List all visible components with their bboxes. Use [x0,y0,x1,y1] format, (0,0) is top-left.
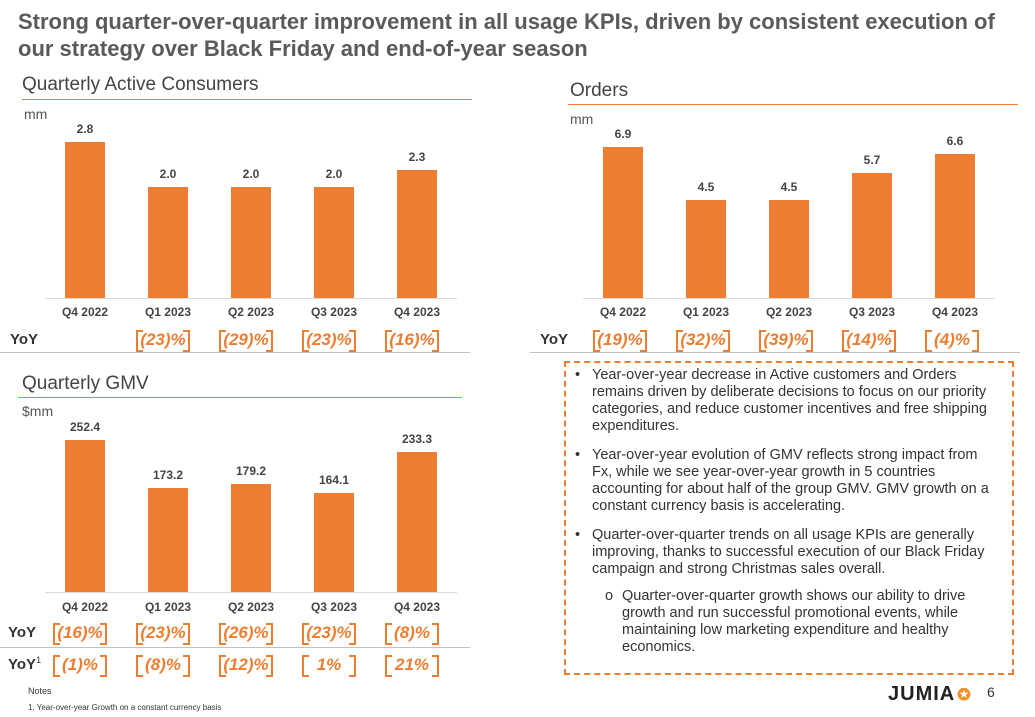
consumers-yoy-divider [0,352,470,353]
commentary-list: Year-over-year decrease in Active custom… [566,363,1012,656]
consumers-bar [231,186,271,298]
orders-yoy-divider [530,352,1020,353]
gmv-bar [65,440,105,592]
consumers-heading: Quarterly Active Consumers [22,74,259,95]
orders-bar [852,173,892,298]
consumers-bar [65,142,105,298]
consumers-bar [314,186,354,298]
gmv-category-label: Q3 2023 [310,600,358,614]
orders-yoy-q4-2023: (4)% [925,330,979,352]
consumers-value-label: 2.0 [159,166,177,181]
consumers-value-label: 2.3 [408,149,426,164]
orders-yoy-q1-2023: (32)% [676,330,730,352]
orders-bar [769,199,809,298]
commentary-sub-bullet: Quarter-over-quarter growth shows our ab… [605,588,994,656]
consumers-value-label: 2.0 [325,166,343,181]
orders-bar [935,153,975,298]
gmv-yoy-cc-q4-2022: (1)% [53,655,107,677]
consumers-category-label: Q3 2023 [310,305,358,319]
gmv-yoy-cc-q3-2023: 1% [302,655,356,677]
consumers-category-label: Q1 2023 [144,305,192,319]
orders-value-label: 4.5 [697,179,715,194]
gmv-value-label: 179.2 [235,464,267,479]
consumers-category-label: Q4 2023 [393,305,441,319]
commentary-bullet: Year-over-year decrease in Active custom… [575,367,994,435]
orders-value-label: 5.7 [863,153,881,168]
consumers-category-label: Q2 2023 [227,305,275,319]
consumers-bar [148,186,188,298]
consumers-heading-rule [22,99,472,100]
jumia-logo-text: JUMIA [888,683,956,705]
gmv-category-label: Q4 2023 [393,600,441,614]
consumers-value-label: 2.8 [76,122,94,136]
gmv-category-label: Q4 2022 [61,600,109,614]
gmv-yoy-q3-2023: (23)% [302,623,356,645]
notes-item: 1. Year-over-year Growth on a constant c… [28,703,222,712]
orders-value-label: 6.6 [946,133,964,148]
gmv-bar [231,484,271,592]
gmv-value-label: 252.4 [69,420,101,434]
consumers-yoy-q3-2023: (23)% [302,330,356,352]
orders-category-label: Q4 2022 [599,305,647,319]
commentary-box: Year-over-year decrease in Active custom… [564,361,1014,675]
gmv-bar [314,493,354,592]
jumia-logo: JUMIA ✪ [888,683,972,706]
gmv-value-label: 164.1 [318,473,350,488]
consumers-baseline [45,298,457,299]
orders-yoy-q4-2022: (19)% [593,330,647,352]
commentary-bullet: Quarter-over-quarter trends on all usage… [575,527,994,656]
consumers-value-label: 2.0 [242,166,260,181]
gmv-heading-rule [18,397,462,398]
orders-baseline [583,298,995,299]
gmv-yoy-q2-2023: (26)% [219,623,273,645]
consumers-bar [397,169,437,298]
orders-value-label: 6.9 [614,127,632,141]
consumers-unit: mm [24,106,48,122]
orders-category-label: Q2 2023 [765,305,813,319]
consumers-yoy-q1-2023: (23)% [136,330,190,352]
gmv-yoy-q4-2022: (16)% [53,623,107,645]
notes-heading: Notes [28,686,52,696]
commentary-sublist: Quarter-over-quarter growth shows our ab… [592,588,994,656]
orders-bar [686,199,726,298]
gmv-heading: Quarterly GMV [22,373,149,394]
commentary-bullet: Year-over-year evolution of GMV reflects… [575,447,994,515]
page-number: 6 [987,684,995,700]
gmv-value-label: 233.3 [401,431,433,446]
gmv-yoy-cc-q1-2023: (8)% [136,655,190,677]
orders-category-label: Q4 2023 [931,305,979,319]
orders-unit: mm [570,111,594,127]
consumers-yoy-q2-2023: (29)% [219,330,273,352]
orders-heading: Orders [570,80,629,101]
orders-category-label: Q3 2023 [848,305,896,319]
commentary-bullet-text: Quarter-over-quarter trends on all usage… [592,527,985,577]
page-title: Strong quarter-over-quarter improvement … [18,9,995,61]
gmv-yoy-cc-q2-2023: (12)% [219,655,273,677]
orders-yoy-q2-2023: (39)% [759,330,813,352]
orders-yoy-q3-2023: (14)% [842,330,896,352]
orders-yoy-label: YoY [540,331,569,348]
gmv-yoy-cc-label: YoY1 [8,655,42,673]
consumers-yoy-q4-2023: (16)% [385,330,439,352]
gmv-yoy-label: YoY [8,624,37,641]
consumers-yoy-label: YoY [10,331,39,348]
gmv-bar [397,451,437,592]
gmv-yoy-cc-q4-2023: 21% [385,655,439,677]
gmv-yoy-q4-2023: (8)% [385,623,439,645]
orders-bar [603,147,643,298]
gmv-baseline [45,592,457,593]
consumers-category-label: Q4 2022 [61,305,109,319]
gmv-yoy-divider [0,647,470,648]
orders-category-label: Q1 2023 [682,305,730,319]
star-icon: ✪ [957,687,972,704]
gmv-value-label: 173.2 [152,467,184,482]
gmv-bar [148,487,188,592]
orders-value-label: 4.5 [780,179,798,194]
gmv-unit: $mm [22,403,54,419]
gmv-yoy-q1-2023: (23)% [136,623,190,645]
gmv-category-label: Q2 2023 [227,600,275,614]
orders-heading-rule [568,104,1018,105]
gmv-category-label: Q1 2023 [144,600,192,614]
